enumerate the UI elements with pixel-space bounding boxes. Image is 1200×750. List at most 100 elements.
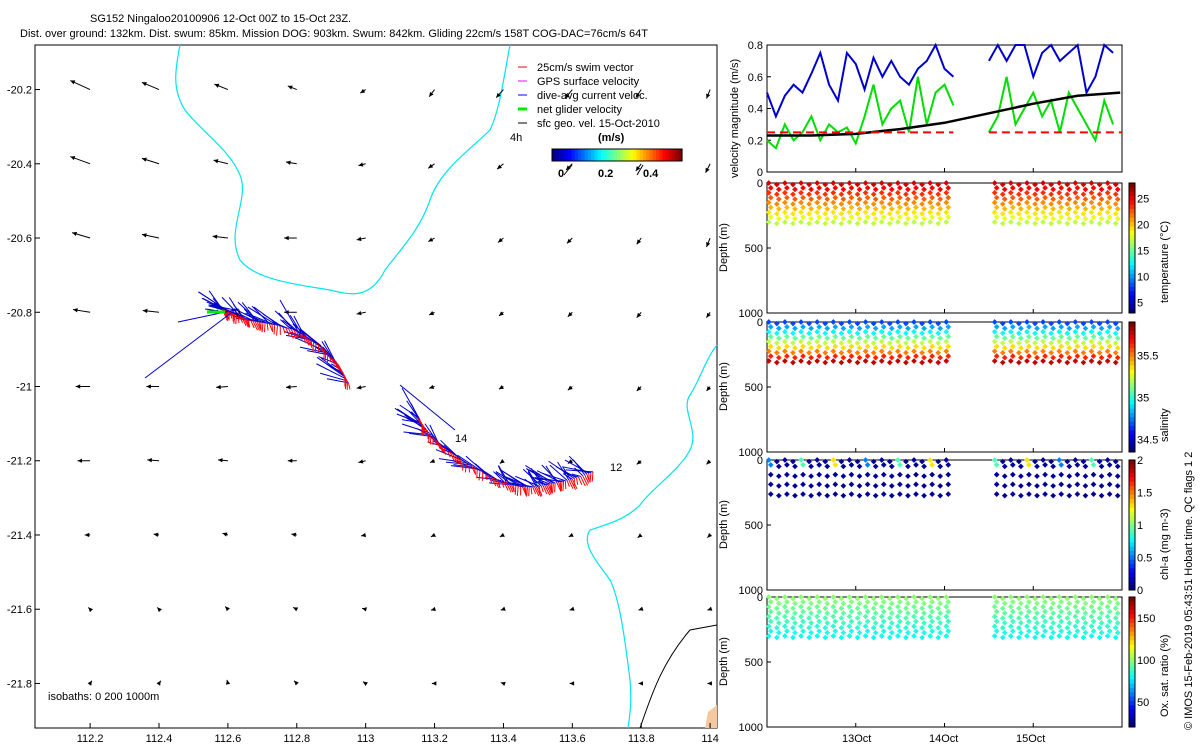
- section-point: [816, 343, 823, 350]
- section-point: [1048, 458, 1054, 465]
- section-point: [991, 603, 998, 610]
- section-point: [913, 471, 919, 478]
- section-point: [1034, 335, 1040, 342]
- section-point: [1032, 340, 1038, 346]
- section-point: [1088, 199, 1095, 206]
- swim-vector: [437, 441, 444, 453]
- section-point: [765, 209, 772, 216]
- section-point: [929, 481, 935, 488]
- section-ylabel: Depth (m): [718, 362, 730, 411]
- section-point: [1032, 201, 1038, 207]
- section-point: [911, 613, 917, 620]
- section-point: [846, 358, 853, 364]
- geo-vector-head: [285, 384, 291, 390]
- section-point: [937, 335, 944, 342]
- section-point: [1058, 204, 1065, 211]
- section-point: [888, 492, 895, 499]
- section-point: [1007, 358, 1014, 364]
- section-point: [798, 603, 804, 610]
- section-point: [913, 333, 919, 340]
- section-point: [784, 185, 790, 191]
- geo-vector-head: [430, 606, 436, 612]
- map-ytick-label--20.2: -20.2: [7, 85, 32, 97]
- section-point: [1018, 196, 1024, 203]
- section-colorbar-swatch: [1129, 605, 1135, 611]
- section-point: [903, 210, 909, 217]
- section-point: [864, 618, 871, 625]
- section-ytick-label-0: 0: [757, 317, 763, 329]
- section-colorbar-swatch: [1129, 421, 1135, 427]
- section-point: [814, 209, 821, 216]
- section-point: [822, 624, 829, 631]
- section-colorbar-swatch: [1129, 287, 1135, 292]
- section-point: [1024, 594, 1030, 600]
- section-colorbar-swatch: [1129, 657, 1135, 663]
- section-point: [913, 214, 919, 220]
- section-point: [816, 462, 823, 468]
- section-point: [1040, 613, 1046, 620]
- section-point: [921, 473, 927, 480]
- colorbar-tick-arrow-0: [563, 164, 573, 176]
- section-point: [872, 354, 879, 361]
- section-colorbar-swatch: [1129, 490, 1135, 496]
- section-point: [886, 320, 893, 327]
- section-point: [782, 358, 788, 364]
- section-point: [905, 215, 911, 222]
- swim-vector: [443, 447, 446, 455]
- section-point: [943, 358, 950, 364]
- section-point: [814, 623, 821, 630]
- section-point: [1074, 491, 1081, 497]
- section-point: [929, 204, 935, 211]
- swim-vector: [528, 486, 530, 497]
- section-point: [880, 185, 887, 191]
- section-point: [1026, 599, 1032, 605]
- section-point: [993, 333, 1000, 340]
- dac-vector: [251, 305, 270, 324]
- section-point: [864, 608, 871, 615]
- geo-vector-head: [356, 385, 362, 390]
- section-point: [1018, 215, 1024, 222]
- section-point: [832, 324, 839, 330]
- colorbar-tick-arrow-0.4: [636, 164, 644, 176]
- section-point: [830, 328, 837, 335]
- section-point: [1104, 180, 1111, 186]
- section-point: [808, 620, 814, 626]
- section-colorbar-swatch: [1129, 408, 1135, 414]
- section-cbar-tick-35: 35: [1137, 392, 1149, 404]
- section-point: [880, 343, 887, 350]
- section-colorbar-swatch: [1129, 391, 1135, 397]
- section-point: [792, 335, 798, 342]
- section-point: [1114, 325, 1121, 332]
- section-point: [1088, 338, 1095, 345]
- geo-vector-head: [429, 311, 435, 315]
- section-point: [814, 594, 821, 600]
- section-point: [814, 633, 821, 639]
- section-point: [935, 220, 942, 227]
- swim-vector: [237, 315, 240, 324]
- section-point: [1074, 333, 1081, 340]
- section-point: [824, 186, 831, 193]
- section-colorbar-swatch: [1129, 291, 1135, 297]
- colorbar-swatch: [617, 149, 621, 161]
- section-point: [919, 634, 925, 641]
- section-point: [784, 333, 790, 340]
- section-point: [886, 191, 893, 198]
- section-point: [1009, 353, 1016, 359]
- section-point: [822, 330, 829, 337]
- section-point: [1112, 330, 1119, 337]
- section-point: [767, 185, 774, 191]
- section-point: [927, 180, 933, 186]
- colorbar-swatch: [565, 149, 569, 161]
- section-point: [999, 201, 1006, 207]
- section-point: [935, 349, 942, 356]
- section-point: [782, 328, 788, 335]
- geo-vector-head: [287, 458, 293, 463]
- section-colorbar-swatch: [1129, 688, 1135, 693]
- section-point: [1098, 610, 1105, 617]
- swim-vector: [584, 474, 590, 484]
- section-point: [1016, 458, 1022, 465]
- section-point: [1048, 624, 1054, 631]
- swim-vector: [521, 486, 527, 496]
- colorbar-swatch: [669, 149, 673, 161]
- section-point: [806, 359, 812, 366]
